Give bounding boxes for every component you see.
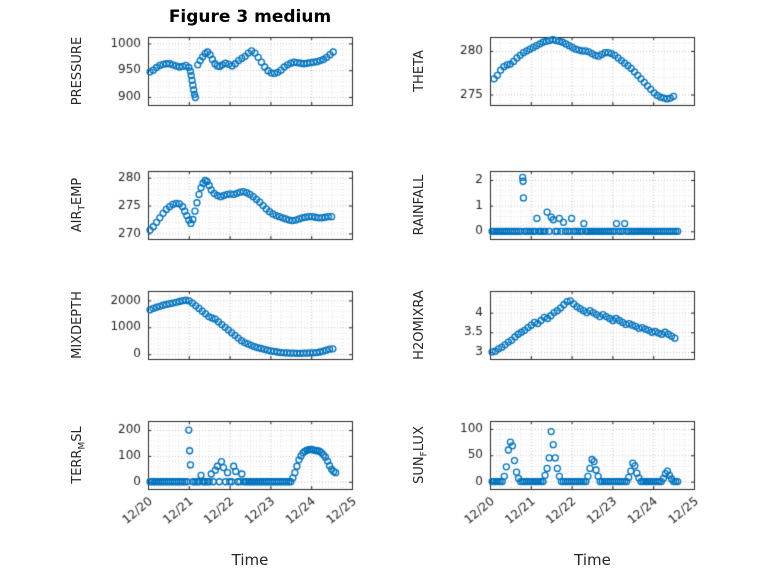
rainfall-y-axis-label: RAINFALL — [412, 174, 427, 236]
air-temp-plot-canvas — [96, 163, 356, 247]
h2omixra-y-axis-label: H2OMIXRA — [412, 290, 427, 360]
mixdepth-plot-canvas — [96, 283, 356, 367]
terr-msl-y-axis-label: TERRMSL — [70, 426, 88, 484]
subplot-mixdepth: MIXDEPTH — [70, 283, 356, 367]
subplot-rainfall: RAINFALL — [412, 163, 698, 247]
subplot-terr-msl: TERRMSL — [70, 413, 356, 543]
subplot-pressure: PRESSURE — [70, 29, 356, 113]
mixdepth-y-axis-label: MIXDEPTH — [70, 291, 85, 359]
rainfall-plot-canvas — [438, 163, 698, 247]
subplot-theta: THETA — [412, 29, 698, 113]
pressure-plot-canvas — [96, 29, 356, 113]
subplot-sun-flux: SUNFLUX — [412, 413, 698, 543]
sun-flux-plot-canvas — [438, 413, 698, 543]
sun-flux-y-axis-label: SUNFLUX — [412, 426, 430, 484]
figure-title: Figure 3 medium — [168, 7, 332, 27]
subplot-air-temp: AIRTEMP — [70, 163, 356, 247]
time-axis-label-left: Time — [231, 551, 269, 569]
time-axis-label-right: Time — [574, 551, 611, 569]
h2omixra-plot-canvas — [438, 283, 698, 367]
subplot-h2omixra: H2OMIXRA — [412, 283, 698, 367]
theta-plot-canvas — [438, 29, 698, 113]
terr-msl-plot-canvas — [96, 413, 356, 543]
air-temp-y-axis-label: AIRTEMP — [70, 177, 88, 233]
theta-y-axis-label: THETA — [412, 50, 427, 92]
pressure-y-axis-label: PRESSURE — [70, 36, 85, 106]
